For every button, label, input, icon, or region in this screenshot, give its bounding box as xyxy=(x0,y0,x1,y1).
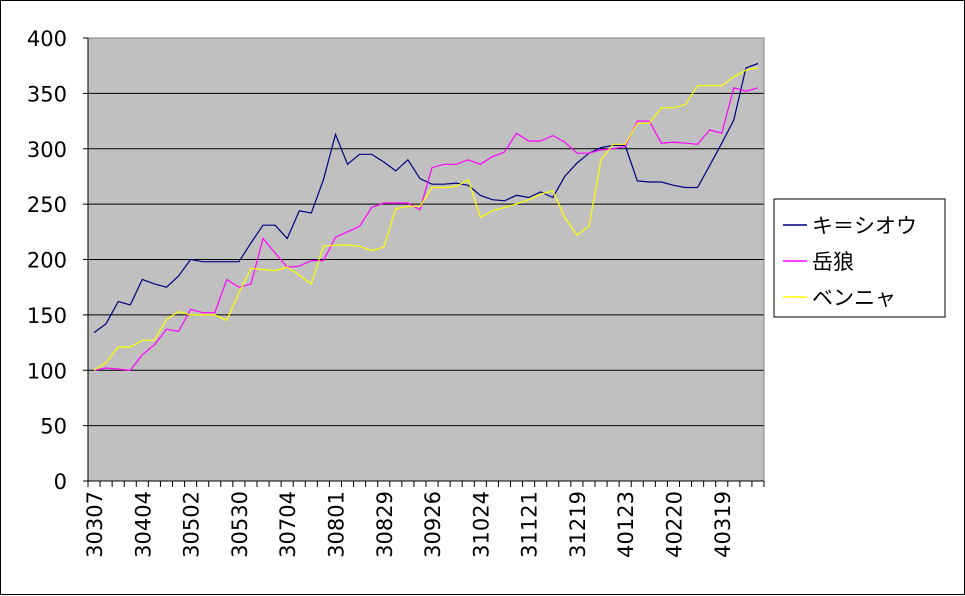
x-tick-label-7: 30926 xyxy=(421,491,445,558)
series-line-2 xyxy=(93,67,759,371)
x-tick-label-8: 31024 xyxy=(469,491,493,558)
x-tick-label-12: 40220 xyxy=(662,491,686,558)
x-tick-label-10: 31219 xyxy=(566,491,590,558)
y-tick-label-5: 250 xyxy=(27,193,67,217)
x-tick-label-0: 30307 xyxy=(83,491,107,558)
series-line-1 xyxy=(93,87,759,371)
y-tick-label-7: 350 xyxy=(27,82,67,106)
y-tick-label-3: 150 xyxy=(27,304,67,328)
y-axis: 0 50 100 150 200 250 300 350 400 xyxy=(27,27,765,494)
y-tick-label-0: 0 xyxy=(54,470,67,494)
legend-label-2: ベンニャ xyxy=(812,286,896,310)
y-tick-label-2: 100 xyxy=(27,359,67,383)
y-tick-label-8: 400 xyxy=(27,27,67,51)
x-tick-label-2: 30502 xyxy=(180,491,204,558)
x-tick-label-5: 30801 xyxy=(324,491,348,558)
y-tick-label-1: 50 xyxy=(40,415,67,439)
x-tick-label-6: 30829 xyxy=(373,491,397,558)
x-tick-label-9: 31121 xyxy=(518,491,542,558)
x-tick-label-11: 40123 xyxy=(614,491,638,558)
x-tick-label-13: 40319 xyxy=(711,491,735,558)
legend-label-1: 岳狼 xyxy=(812,250,854,274)
x-tick-label-3: 30530 xyxy=(228,491,252,558)
x-axis: 30307 30404 30502 30530 30704 30801 30829 30926… xyxy=(83,480,765,558)
y-tick-label-6: 300 xyxy=(27,138,67,162)
legend-label-0: キ＝シオウ xyxy=(812,214,917,238)
x-tick-label-1: 30404 xyxy=(131,491,155,558)
series-line-0 xyxy=(93,62,759,334)
y-tick-label-4: 200 xyxy=(27,249,67,273)
series-lines xyxy=(93,62,759,371)
x-tick-label-4: 30704 xyxy=(276,491,300,558)
